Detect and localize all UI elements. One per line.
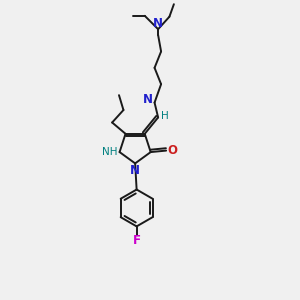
Text: N: N <box>130 164 140 177</box>
Text: O: O <box>168 144 178 157</box>
Text: F: F <box>133 234 141 247</box>
Text: H: H <box>161 111 169 121</box>
Text: N: N <box>143 93 153 106</box>
Text: N: N <box>153 17 163 30</box>
Text: NH: NH <box>102 147 118 157</box>
